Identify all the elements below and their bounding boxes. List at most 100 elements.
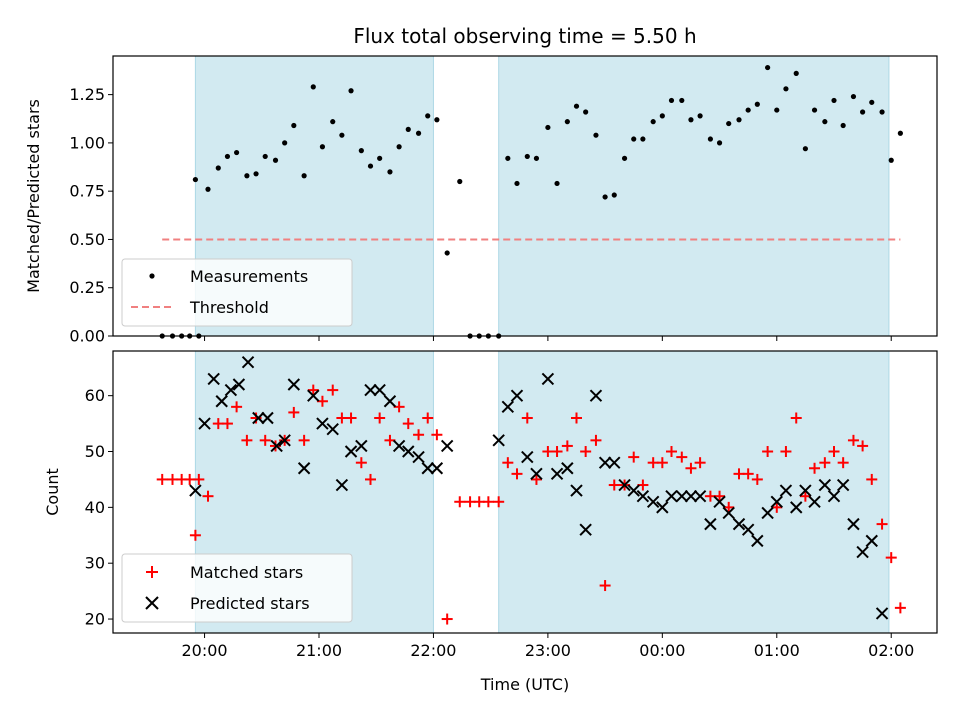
predicted-stars-point bbox=[297, 462, 311, 475]
matched-stars-point bbox=[628, 451, 640, 463]
predicted-stars-point bbox=[492, 434, 505, 447]
matched-stars-point bbox=[561, 440, 573, 452]
measurements-point bbox=[611, 192, 617, 198]
top-panel: 0.00 0.25 0.50 0.75 1.00 1.25 Matched/Predict… bbox=[24, 55, 938, 346]
predicted-stars-point bbox=[207, 372, 220, 386]
predicted-stars-point bbox=[326, 422, 339, 436]
predicted-stars-point bbox=[598, 456, 612, 469]
matched-stars-point bbox=[780, 446, 792, 458]
measurements-point bbox=[224, 153, 231, 160]
predicted-stars-point bbox=[836, 478, 850, 492]
legend-label-matched: Matched stars bbox=[190, 563, 303, 582]
chart-title: Flux total observing time = 5.50 h bbox=[353, 24, 696, 48]
predicted-stars-point bbox=[316, 417, 329, 430]
x-tick-label: 00:00 bbox=[639, 641, 685, 660]
top-y-axis-label: Matched/Predicted stars bbox=[24, 99, 43, 293]
y-tick-label: 40 bbox=[85, 498, 105, 517]
matched-stars-point bbox=[493, 496, 505, 508]
predicted-stars-point bbox=[875, 607, 889, 620]
predicted-stars-point bbox=[570, 484, 583, 497]
measurements-point bbox=[860, 109, 866, 115]
matched-stars-point bbox=[608, 479, 620, 491]
predicted-stars-point bbox=[550, 467, 564, 481]
predicted-stars-point bbox=[865, 534, 878, 548]
legend-label-predicted: Predicted stars bbox=[190, 594, 310, 613]
matched-stars-point bbox=[259, 434, 271, 446]
predicted-stars-point bbox=[241, 355, 255, 369]
y-tick-label: 20 bbox=[85, 610, 105, 629]
matched-stars-point bbox=[193, 473, 205, 485]
matched-stars-point bbox=[393, 401, 405, 413]
matched-stars-point bbox=[828, 446, 840, 458]
measurements-point bbox=[726, 120, 732, 127]
measurements-point bbox=[524, 153, 530, 160]
predicted-stars-point bbox=[373, 383, 386, 397]
predicted-stars-point bbox=[779, 484, 793, 497]
top-legend: Measurements Threshold bbox=[121, 258, 353, 327]
matched-stars-point bbox=[571, 412, 582, 424]
measurements-point bbox=[621, 155, 628, 161]
top-legend-box bbox=[121, 258, 353, 327]
measurements-point bbox=[215, 165, 221, 171]
measurements-point bbox=[583, 109, 589, 115]
measurements-point bbox=[262, 153, 268, 160]
measurements-point bbox=[850, 93, 857, 100]
measurements-point bbox=[554, 180, 560, 187]
predicted-stars-point bbox=[827, 489, 841, 503]
measurements-point bbox=[707, 136, 714, 142]
matched-stars-point bbox=[771, 501, 783, 513]
matched-stars-point bbox=[482, 496, 494, 508]
legend-marker-matched bbox=[146, 566, 158, 578]
measurements-point bbox=[745, 107, 751, 113]
measurements-point bbox=[602, 194, 608, 200]
measurements-point bbox=[205, 186, 211, 192]
predicted-stars-point bbox=[215, 395, 228, 408]
matched-stars-point bbox=[885, 552, 897, 564]
predicted-stars-point bbox=[627, 484, 640, 497]
matched-stars-point bbox=[402, 418, 414, 430]
measurements-point bbox=[640, 136, 646, 142]
predicted-stars-point bbox=[579, 523, 592, 536]
x-axis-label: Time (UTC) bbox=[480, 675, 569, 694]
measurements-point bbox=[802, 146, 808, 152]
measurements-point bbox=[192, 176, 198, 183]
matched-stars-point bbox=[857, 440, 869, 452]
predicted-stars-point bbox=[189, 484, 202, 497]
predicted-stars-point bbox=[589, 389, 603, 402]
predicted-stars-point bbox=[287, 378, 301, 391]
predicted-stars-point bbox=[510, 389, 524, 402]
predicted-stars-point bbox=[252, 411, 265, 425]
measurements-point bbox=[679, 97, 685, 104]
matched-stars-point bbox=[714, 490, 726, 502]
measurements-point bbox=[765, 64, 771, 71]
predicted-stars-point bbox=[355, 439, 368, 453]
matched-stars-point bbox=[307, 384, 319, 396]
predicted-stars-point bbox=[608, 456, 621, 469]
matched-stars-point bbox=[288, 406, 300, 418]
predicted-stars-point bbox=[741, 523, 755, 536]
measurements-point bbox=[831, 97, 837, 104]
matched-stars-point bbox=[819, 457, 831, 469]
x-tick-label: 23:00 bbox=[525, 641, 571, 660]
measurements-point bbox=[444, 250, 450, 256]
measurements-point bbox=[396, 144, 402, 150]
legend-label-measurements: Measurements bbox=[190, 267, 308, 286]
y-tick-label: 30 bbox=[85, 554, 105, 573]
predicted-stars-point bbox=[344, 445, 358, 458]
predicted-stars-point bbox=[412, 450, 425, 464]
measurements-point bbox=[330, 119, 336, 125]
matched-stars-point bbox=[413, 429, 425, 441]
predicted-stars-point bbox=[224, 383, 238, 397]
measurements-point bbox=[387, 169, 393, 175]
measurements-point bbox=[659, 113, 665, 119]
matched-stars-point bbox=[316, 395, 328, 407]
predicted-stars-point bbox=[561, 462, 574, 475]
predicted-stars-point bbox=[732, 517, 746, 531]
matched-stars-point bbox=[847, 434, 859, 446]
predicted-stars-point bbox=[421, 462, 434, 475]
measurements-point bbox=[505, 155, 511, 161]
matched-stars-point bbox=[521, 412, 533, 424]
predicted-stars-point bbox=[440, 439, 454, 453]
predicted-stars-point bbox=[530, 467, 543, 481]
matched-stars-point bbox=[530, 473, 542, 485]
